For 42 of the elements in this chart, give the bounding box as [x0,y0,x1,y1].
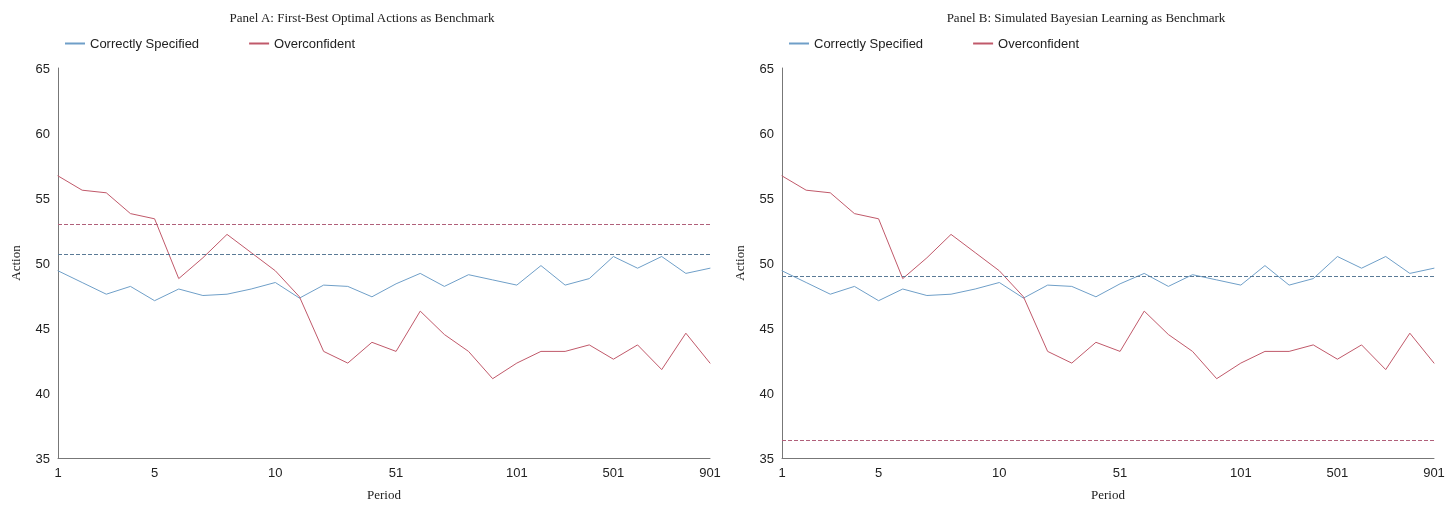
x-tick-label: 10 [992,465,1007,480]
x-tick-label: 501 [602,465,625,480]
y-tick-label: 60 [35,125,50,141]
chart-title: Panel B: Simulated Bayesian Learning as Benchmark [946,10,1226,25]
legend-label: Overconfident [274,36,356,51]
y-tick-label: 65 [35,60,50,76]
y-tick-label: 45 [35,320,50,336]
legend-label: Overconfident [998,36,1080,51]
line-series [781,175,1435,380]
line-series [781,256,1435,302]
x-tick-label: 101 [1229,465,1252,480]
y-tick-label: 55 [759,190,774,206]
y-tick-label: 35 [759,450,774,466]
y-tick-label: 50 [35,255,50,271]
y-tick-label: 50 [759,255,774,271]
line-series [57,256,711,302]
x-tick-label: 101 [505,465,528,480]
y-axis-title: Action [732,244,747,281]
y-tick-label: 65 [759,60,774,76]
y-tick-label: 35 [35,450,50,466]
y-tick-label: 40 [35,385,50,401]
y-axis-title: Action [8,244,23,281]
y-tick-label: 55 [35,190,50,206]
x-tick-label: 5 [150,465,159,480]
x-tick-label: 1 [54,465,62,480]
x-tick-label: 51 [388,465,404,480]
line-series [57,175,711,380]
legend-label: Correctly Specified [90,36,200,51]
x-tick-label: 501 [1326,465,1349,480]
x-axis-title: Period [1091,487,1126,502]
x-axis-title: Period [367,487,402,502]
x-tick-label: 51 [1112,465,1128,480]
chart-title: Panel A: First-Best Optimal Actions as Benchmark [229,10,496,25]
x-tick-label: 10 [268,465,283,480]
x-tick-label: 5 [874,465,883,480]
y-tick-label: 45 [759,320,774,336]
y-tick-label: 60 [759,125,774,141]
y-tick-label: 40 [759,385,774,401]
x-tick-label: 901 [699,465,721,480]
x-tick-label: 1 [778,465,786,480]
legend-label: Correctly Specified [814,36,924,51]
x-tick-label: 901 [1423,465,1445,480]
